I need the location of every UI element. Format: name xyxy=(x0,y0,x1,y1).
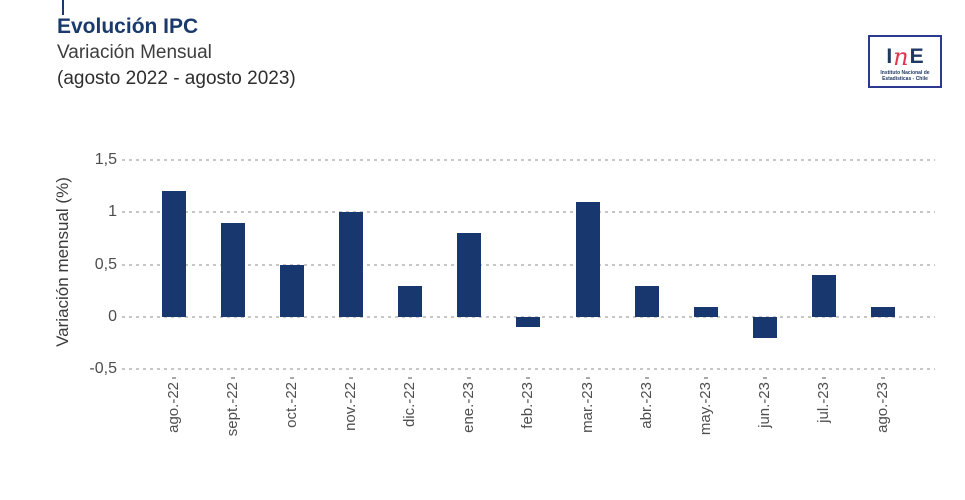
x-tick-label: nov.-22 xyxy=(342,382,360,431)
chart-bar xyxy=(634,285,659,317)
logo-caption: Instituto Nacional de Estadísticas - Chi… xyxy=(880,70,929,82)
chart-bar xyxy=(870,306,895,317)
x-tick-label: abr.-23 xyxy=(637,382,655,429)
x-tick-label: may.-23 xyxy=(696,382,714,436)
logo-caption-line1: Instituto Nacional de xyxy=(880,70,930,76)
logo-letter-i: I xyxy=(886,45,893,68)
chart-bar xyxy=(398,285,423,317)
chart-bar xyxy=(339,212,364,317)
x-tick-mark xyxy=(585,377,590,379)
y-tick-label: 1 xyxy=(108,203,117,221)
y-tick-label: -0,5 xyxy=(89,360,117,378)
y-tick-label: 0,5 xyxy=(94,255,117,273)
chart-bar xyxy=(280,264,305,317)
chart-bar xyxy=(162,191,186,317)
x-tick-mark xyxy=(290,377,295,379)
x-tick-mark xyxy=(703,377,708,379)
x-tick-mark xyxy=(762,377,767,379)
y-tick-label: 0 xyxy=(108,308,117,325)
x-tick-label: ago.-22 xyxy=(165,382,182,433)
x-tick-label: oct.-22 xyxy=(283,382,301,428)
ine-logo-letters: I n E xyxy=(886,43,924,71)
ine-logo: I n E Instituto Nacional de Estadísticas… xyxy=(868,35,942,88)
chart-bar xyxy=(752,317,777,338)
logo-caption-line2: Estadísticas - Chile xyxy=(882,76,928,82)
x-tick-label: dic.-22 xyxy=(401,382,419,428)
gridline--0,5 xyxy=(122,368,935,371)
logo-letter-n: n xyxy=(893,43,909,71)
chart-bar xyxy=(575,201,600,317)
period-label: (agosto 2022 - agosto 2023) xyxy=(57,68,296,89)
x-tick-mark xyxy=(172,377,176,379)
x-tick-mark xyxy=(408,377,413,379)
x-tick-mark xyxy=(644,377,649,379)
x-tick-mark xyxy=(231,377,236,379)
x-tick-label: mar.-23 xyxy=(578,382,596,433)
x-tick-mark xyxy=(526,377,531,379)
chart-bar xyxy=(516,317,541,328)
x-tick-mark xyxy=(467,377,472,379)
page-subtitle: Variación Mensual xyxy=(57,42,212,63)
gridline-0,5 xyxy=(122,263,935,266)
chart-bar xyxy=(221,222,246,317)
y-tick-label: 1,5 xyxy=(94,151,117,169)
x-tick-mark xyxy=(880,377,885,379)
gridline-1 xyxy=(122,211,935,214)
x-tick-label: jul.-23 xyxy=(814,382,832,423)
x-tick-label: sept.-22 xyxy=(224,382,242,437)
header: Evolución IPC Variación Mensual (agosto … xyxy=(57,14,296,92)
x-tick-label: jun.-23 xyxy=(755,382,773,428)
x-tick-label: ene.-23 xyxy=(460,382,478,433)
x-tick-label: ago.-23 xyxy=(873,382,891,433)
page-title: Evolución IPC xyxy=(57,15,199,38)
chart-bar xyxy=(811,275,836,317)
x-tick-mark xyxy=(349,377,354,379)
x-tick-mark xyxy=(821,377,826,379)
gridline-1,5 xyxy=(122,159,935,162)
top-accent-line xyxy=(62,0,64,15)
x-tick-label: feb.-23 xyxy=(519,382,537,429)
chart-bar xyxy=(693,306,718,317)
logo-letter-e: E xyxy=(909,45,924,68)
chart-bar xyxy=(457,233,482,317)
